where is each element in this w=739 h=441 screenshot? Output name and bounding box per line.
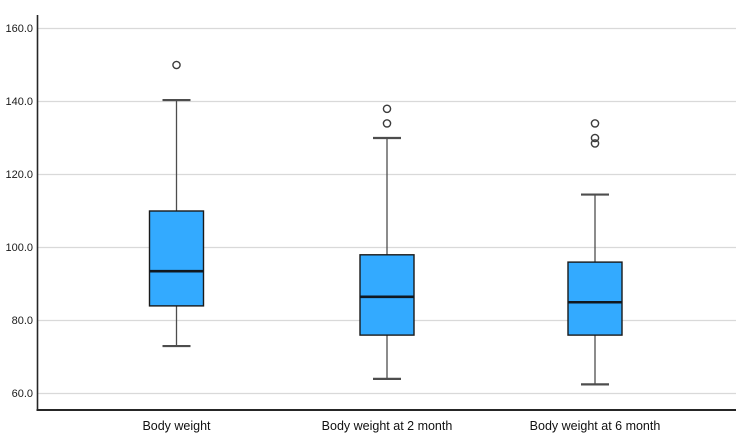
x-category-label: Body weight xyxy=(142,419,211,433)
outlier-point xyxy=(590,133,600,143)
box-rect xyxy=(148,210,205,307)
x-category-label: Body weight at 2 month xyxy=(322,419,453,433)
outlier-point xyxy=(172,60,181,70)
outlier-point xyxy=(382,104,392,114)
outlier-point xyxy=(590,119,600,128)
x-category-label: Body weight at 6 month xyxy=(530,419,661,433)
outlier-point xyxy=(382,119,392,128)
y-tick-label: 100.0 xyxy=(5,242,33,254)
y-tick-label: 120.0 xyxy=(5,169,33,181)
y-tick-label: 60.0 xyxy=(12,388,33,400)
y-tick-label: 160.0 xyxy=(5,23,33,35)
box-rect xyxy=(359,254,415,336)
box-rect xyxy=(567,261,623,336)
outlier-point xyxy=(590,139,600,148)
y-tick-label: 80.0 xyxy=(12,315,33,327)
y-tick-label: 140.0 xyxy=(5,96,33,108)
